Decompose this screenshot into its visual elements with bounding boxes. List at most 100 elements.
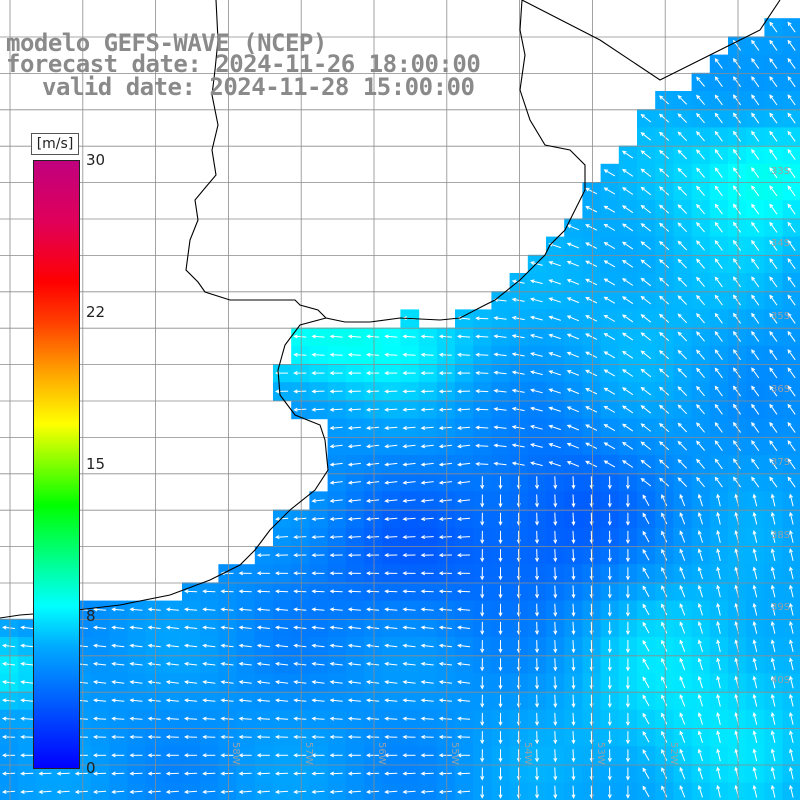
- wind-vector: [571, 658, 576, 672]
- wind-vector: [329, 516, 343, 521]
- wind-vector: [658, 313, 670, 323]
- wind-vector: [621, 259, 634, 268]
- wind-vector: [2, 789, 16, 794]
- wind-vector: [402, 734, 416, 740]
- wind-vector: [420, 553, 434, 558]
- wind-vector: [553, 785, 558, 799]
- wind-vector: [789, 693, 794, 707]
- wind-vector: [530, 297, 543, 303]
- wind-vector: [147, 680, 161, 685]
- wind-vector: [607, 494, 612, 508]
- wind-vector: [93, 789, 107, 794]
- wind-vector: [220, 789, 234, 794]
- wind-vector: [714, 458, 723, 470]
- wind-vector: [511, 443, 525, 448]
- wind-vector: [402, 643, 416, 648]
- wind-vector: [751, 221, 760, 233]
- wind-vector: [480, 603, 485, 617]
- wind-vector: [202, 716, 216, 721]
- wind-vector: [384, 444, 398, 449]
- wind-vector: [480, 712, 485, 727]
- wind-vector: [732, 239, 742, 251]
- wind-vector: [1, 771, 16, 776]
- wind-vector: [751, 403, 760, 415]
- wind-vector: [384, 498, 398, 503]
- wind-vector: [511, 352, 525, 357]
- wind-vector: [640, 223, 652, 232]
- wind-vector: [456, 480, 471, 485]
- wind-vector: [347, 571, 361, 576]
- wind-vector: [661, 676, 668, 689]
- wind-vector: [661, 730, 668, 743]
- wind-vector: [603, 405, 616, 413]
- wind-vector: [347, 716, 361, 721]
- wind-vector: [696, 167, 705, 178]
- wind-vector: [402, 462, 416, 467]
- wind-vector: [347, 589, 361, 594]
- wind-vector: [553, 530, 558, 545]
- wind-vector: [714, 476, 723, 488]
- wind-vector: [716, 493, 721, 507]
- wind-vector: [787, 130, 796, 142]
- wind-vector: [607, 549, 612, 563]
- wind-vector: [365, 389, 380, 394]
- wind-vector: [716, 712, 721, 725]
- wind-vector: [365, 352, 380, 357]
- wind-vector: [530, 406, 543, 412]
- wind-vector: [202, 643, 216, 648]
- wind-vector: [402, 480, 416, 485]
- wind-vector: [548, 424, 561, 431]
- wind-vector: [603, 296, 616, 304]
- wind-vector: [677, 222, 688, 233]
- wind-vector: [696, 458, 705, 470]
- wind-vector: [93, 680, 107, 685]
- wind-vector: [714, 367, 723, 379]
- wind-vector: [498, 585, 503, 599]
- wind-vector: [256, 789, 270, 794]
- wind-vector: [603, 187, 616, 195]
- wind-vector: [640, 386, 652, 396]
- wind-vector: [769, 148, 778, 160]
- wind-vector: [642, 512, 650, 525]
- wind-vector: [111, 698, 125, 703]
- wind-vector: [621, 405, 634, 414]
- wind-vector: [566, 388, 580, 395]
- wind-vector: [480, 530, 485, 545]
- wind-vector: [311, 553, 325, 558]
- lat-label: 34S: [771, 238, 791, 249]
- wind-vector: [553, 640, 558, 654]
- colorbar-tick-8: 8: [86, 607, 96, 625]
- wind-vector: [553, 585, 558, 599]
- lat-label: 36S: [771, 384, 791, 395]
- wind-vector: [603, 333, 616, 341]
- wind-vector: [20, 771, 34, 776]
- wind-vector: [661, 748, 668, 761]
- wind-vector: [789, 548, 794, 562]
- wind-vector: [677, 240, 688, 251]
- wind-vector: [493, 425, 507, 430]
- wind-vector: [347, 425, 361, 430]
- wind-vector: [607, 676, 612, 690]
- wind-vector: [275, 789, 289, 794]
- wind-vector: [480, 621, 485, 636]
- wind-vector: [402, 535, 416, 540]
- wind-vector: [585, 260, 598, 268]
- colorbar-unit: [m/s]: [31, 133, 79, 155]
- wind-vector: [769, 385, 778, 397]
- wind-vector: [457, 789, 471, 794]
- wind-vector: [642, 494, 650, 506]
- wind-vector: [642, 621, 650, 634]
- wind-vector: [183, 589, 198, 594]
- wind-vector: [347, 516, 361, 521]
- wind-vector: [603, 242, 616, 250]
- wind-vector: [677, 477, 688, 487]
- wind-vector: [752, 602, 758, 616]
- wind-vector: [534, 712, 540, 727]
- wind-vector: [787, 76, 796, 88]
- wind-vector: [769, 403, 778, 415]
- wind-vector: [534, 603, 540, 617]
- wind-vector: [220, 771, 234, 776]
- wind-vector: [384, 352, 398, 357]
- wind-vector: [438, 698, 452, 703]
- wind-vector: [640, 150, 652, 159]
